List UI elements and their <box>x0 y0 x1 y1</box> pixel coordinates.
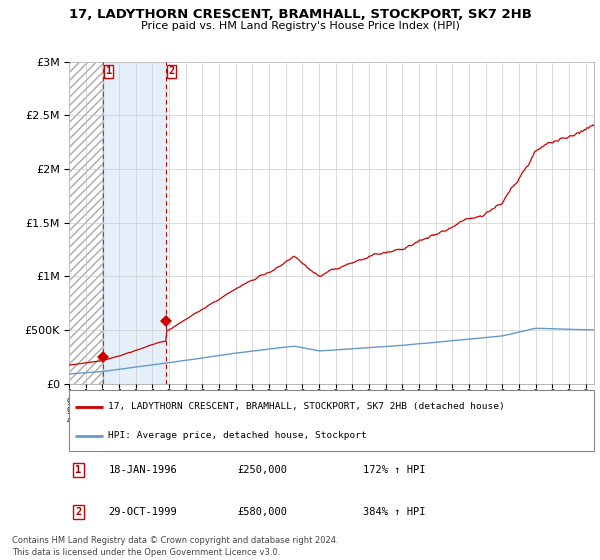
Text: 384% ↑ HPI: 384% ↑ HPI <box>363 507 425 516</box>
Text: 172% ↑ HPI: 172% ↑ HPI <box>363 465 425 475</box>
Text: 17, LADYTHORN CRESCENT, BRAMHALL, STOCKPORT, SK7 2HB (detached house): 17, LADYTHORN CRESCENT, BRAMHALL, STOCKP… <box>109 402 505 411</box>
Text: 29-OCT-1999: 29-OCT-1999 <box>109 507 177 516</box>
Text: £250,000: £250,000 <box>237 465 287 475</box>
Bar <box>103 62 166 384</box>
Text: 17, LADYTHORN CRESCENT, BRAMHALL, STOCKPORT, SK7 2HB: 17, LADYTHORN CRESCENT, BRAMHALL, STOCKP… <box>68 8 532 21</box>
Text: 1: 1 <box>106 67 112 76</box>
Text: 1: 1 <box>76 465 82 475</box>
Bar <box>69 62 103 384</box>
Text: 18-JAN-1996: 18-JAN-1996 <box>109 465 177 475</box>
Text: HPI: Average price, detached house, Stockport: HPI: Average price, detached house, Stoc… <box>109 431 367 440</box>
FancyBboxPatch shape <box>69 390 594 451</box>
Text: Price paid vs. HM Land Registry's House Price Index (HPI): Price paid vs. HM Land Registry's House … <box>140 21 460 31</box>
Bar <box>69 62 103 384</box>
Text: 2: 2 <box>169 67 175 76</box>
Text: 2: 2 <box>76 507 82 516</box>
Text: £580,000: £580,000 <box>237 507 287 516</box>
Text: Contains HM Land Registry data © Crown copyright and database right 2024.
This d: Contains HM Land Registry data © Crown c… <box>12 536 338 557</box>
